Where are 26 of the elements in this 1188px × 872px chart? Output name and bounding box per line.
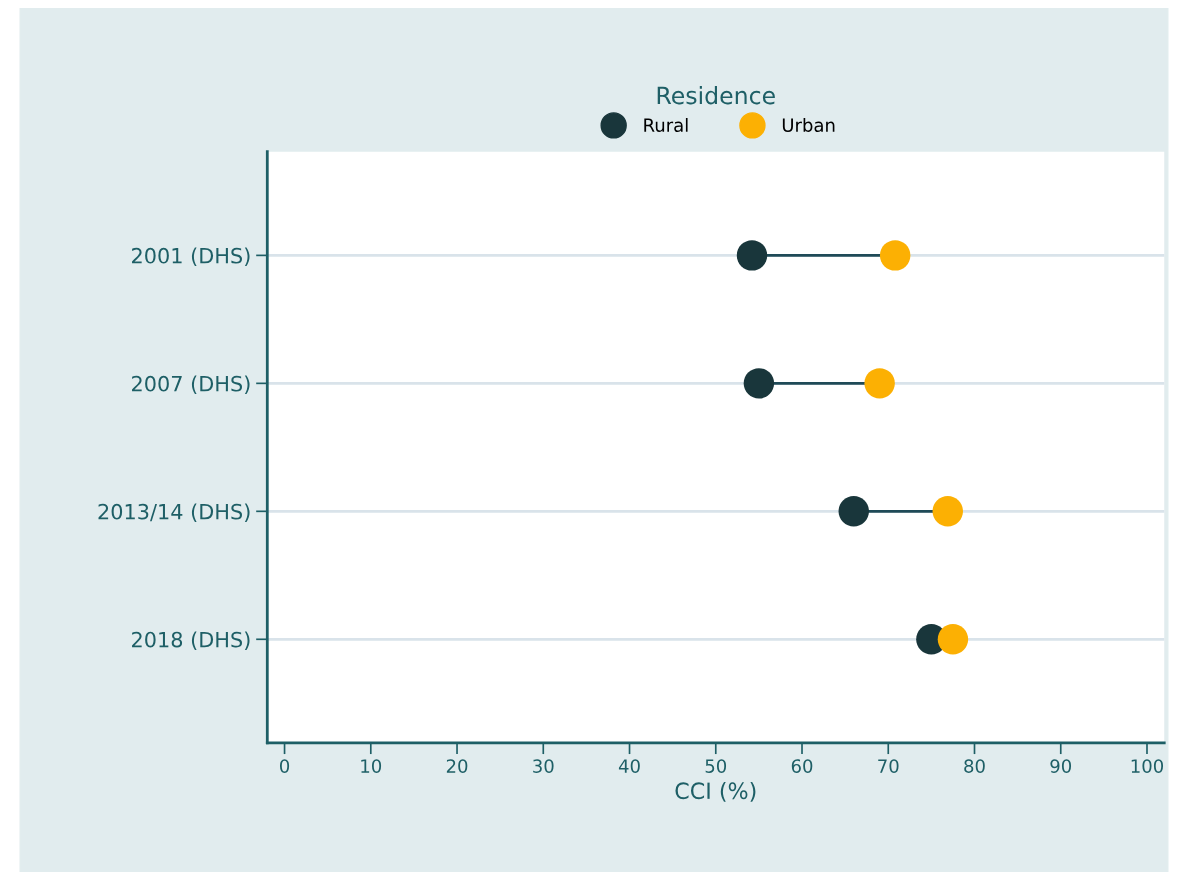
- point: [743, 368, 775, 399]
- x-tick-label: 10: [361, 759, 382, 773]
- x-tick-label: 0: [280, 759, 290, 773]
- point: [864, 368, 895, 399]
- point: [937, 624, 969, 655]
- x-tick-label: 50: [705, 759, 727, 773]
- legend-label: Urban: [782, 118, 835, 132]
- point: [932, 496, 963, 527]
- point: [879, 240, 911, 271]
- x-tick-label: 80: [964, 759, 985, 773]
- x-tick-label: 90: [1050, 759, 1072, 773]
- point: [736, 240, 768, 271]
- y-tick-label: 2001 (DHS): [132, 247, 250, 267]
- x-tick-label: 100: [1131, 759, 1164, 773]
- x-tick-label: 30: [533, 759, 554, 773]
- point: [838, 496, 869, 527]
- x-tick-label: 60: [791, 759, 813, 773]
- x-tick-label: 70: [878, 759, 899, 773]
- x-axis-title: CCI (%): [675, 781, 756, 802]
- y-tick-label: 2018 (DHS): [132, 631, 250, 650]
- legend-title: Residence: [657, 86, 775, 105]
- y-tick-label: 2007 (DHS): [132, 375, 250, 395]
- x-tick-label: 20: [446, 759, 468, 773]
- legend-label: Rural: [644, 118, 688, 132]
- x-tick-label: 40: [618, 759, 640, 773]
- y-tick-label: 2013/14 (DHS): [98, 503, 250, 522]
